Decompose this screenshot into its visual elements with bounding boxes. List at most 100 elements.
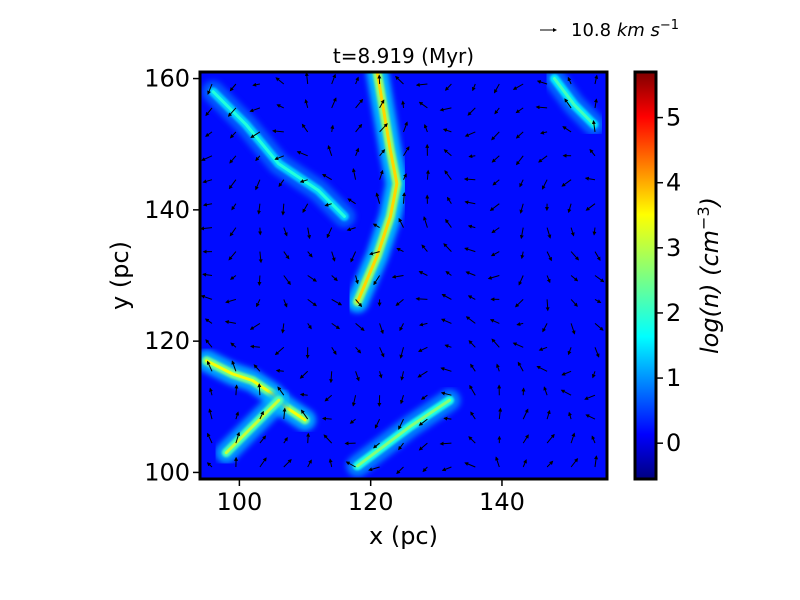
velocity-vector [542, 323, 548, 333]
velocity-vector [441, 466, 452, 472]
plot-area [198, 70, 609, 481]
velocity-vector [274, 346, 285, 356]
velocity-vector [570, 458, 579, 468]
velocity-vector [515, 155, 524, 166]
velocity-vector [373, 275, 381, 286]
velocity-vector [331, 347, 337, 355]
filament-core-lower-left-cluster [205, 359, 307, 422]
velocity-vector [494, 107, 500, 115]
y-tick-label: 140 [144, 196, 190, 224]
velocity-vector [331, 322, 341, 330]
velocity-vector [561, 179, 572, 187]
velocity-vector [464, 247, 476, 253]
velocity-vector [205, 339, 213, 348]
colorbar-gradient [635, 72, 656, 479]
velocity-vector [403, 121, 408, 133]
velocity-vector [540, 130, 548, 135]
velocity-vector [591, 120, 596, 132]
velocity-vector [545, 299, 550, 312]
velocity-vector [272, 129, 284, 134]
velocity-vector [256, 299, 261, 308]
velocity-vector [255, 179, 261, 191]
velocity-vector [494, 83, 500, 94]
velocity-vector [228, 251, 237, 261]
velocity-vector [379, 323, 384, 335]
velocity-vector [585, 203, 596, 211]
velocity-vector [467, 224, 476, 229]
velocity-vector [518, 275, 524, 286]
velocity-vector [570, 323, 576, 335]
velocity-vector [355, 346, 362, 354]
velocity-vector [275, 77, 285, 85]
velocity-vector [594, 251, 601, 261]
velocity-vector [514, 299, 524, 308]
colorbar-ticks: 0 1 2 3 4 5 [656, 104, 681, 457]
velocity-vector [300, 409, 309, 420]
velocity-vector [418, 442, 428, 451]
velocity-vector [375, 192, 381, 204]
velocity-vector [417, 370, 428, 378]
velocity-vector [326, 227, 333, 239]
velocity-vector [355, 299, 363, 308]
velocity-vector [421, 244, 428, 252]
velocity-vector [417, 346, 428, 352]
velocity-vector [594, 323, 604, 331]
velocity-vector [536, 80, 548, 85]
velocity-vector [302, 203, 309, 213]
velocity-vector [204, 318, 213, 324]
velocity-vector [402, 192, 407, 204]
velocity-vector [234, 384, 239, 396]
velocity-vector [399, 323, 404, 332]
velocity-vector [235, 411, 240, 420]
velocity-vector [546, 251, 552, 262]
velocity-vector [372, 223, 380, 229]
velocity-vector [379, 149, 386, 157]
velocity-vector [444, 344, 452, 349]
velocity-vector [520, 251, 525, 260]
velocity-vector [400, 371, 405, 381]
velocity-vector [468, 340, 476, 348]
velocity-vector [445, 218, 452, 228]
velocity-vector [585, 414, 596, 420]
velocity-vector [259, 410, 264, 420]
velocity-vector [395, 75, 404, 85]
colorbar-tick-label: 2 [666, 299, 681, 327]
velocity-vector [259, 435, 267, 444]
velocity-vector [250, 131, 261, 139]
velocity-vector [498, 407, 503, 420]
velocity-vector [570, 432, 576, 444]
velocity-vector [307, 459, 312, 468]
velocity-vector [418, 418, 428, 426]
velocity-vector [354, 275, 359, 285]
velocity-vector [443, 416, 452, 421]
velocity-vector [304, 72, 309, 85]
x-axis-label: x (pc) [369, 522, 438, 550]
velocity-vector [538, 346, 548, 351]
velocity-vector [257, 203, 262, 215]
velocity-vector [224, 320, 236, 325]
velocity-vector [464, 462, 476, 468]
velocity-vector [200, 294, 213, 300]
velocity-vector [351, 168, 357, 180]
velocity-vector [283, 275, 291, 286]
velocity-vector [331, 97, 337, 109]
reference-arrow-label: 10.8 km s−1 [571, 18, 679, 42]
colorbar-tick-label: 4 [666, 169, 681, 197]
velocity-vector [282, 407, 287, 420]
velocity-vector [274, 155, 284, 161]
filament-core-upper-left-arm [211, 90, 346, 218]
velocity-vector [399, 395, 404, 405]
velocity-vector [594, 275, 605, 283]
velocity-vector [496, 363, 500, 372]
velocity-vector [307, 275, 317, 282]
velocity-vector [351, 395, 357, 407]
velocity-vector [464, 131, 476, 137]
velocity-vector [296, 150, 308, 157]
y-tick-label: 120 [144, 327, 190, 355]
x-tick-label: 120 [348, 488, 394, 516]
velocity-vector [442, 128, 452, 133]
velocity-vector [567, 203, 572, 214]
velocity-vector [440, 318, 452, 324]
velocity-vector [570, 227, 575, 237]
